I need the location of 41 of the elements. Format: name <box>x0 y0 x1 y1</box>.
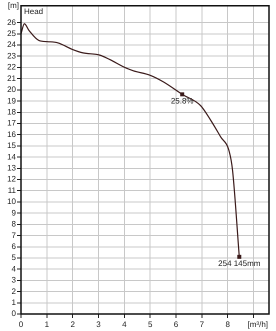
x-tick-label: 1 <box>44 320 50 330</box>
y-tick-label: 2 <box>12 286 17 296</box>
y-tick-label: 3 <box>12 276 17 285</box>
y-tick-label: 13 <box>7 164 17 173</box>
x-tick-label: 8 <box>225 320 230 330</box>
y-tick-label: 10 <box>7 197 17 206</box>
y-tick-label: 22 <box>7 62 17 72</box>
y-tick-label: 16 <box>7 130 17 139</box>
y-tick-label: 19 <box>7 96 17 106</box>
y-tick-label: 26 <box>7 18 17 27</box>
y-tick-label: 9 <box>12 208 17 218</box>
y-tick-label: 6 <box>12 242 17 251</box>
x-tick-label: 7 <box>200 320 205 330</box>
y-tick-label: 4 <box>12 264 17 274</box>
x-tick-label: 3 <box>96 320 102 330</box>
x-tick-label: 2 <box>70 320 76 330</box>
annotation: 254 145mm <box>218 259 261 268</box>
y-tick-label: 17 <box>7 118 17 128</box>
y-tick-label: 0 <box>12 309 17 318</box>
x-tick-label: 5 <box>148 320 153 330</box>
y-tick-label: 7 <box>12 230 17 240</box>
y-tick-label: 11 <box>8 186 17 195</box>
annotation: Head <box>24 7 44 16</box>
y-tick-label: 20 <box>7 85 17 94</box>
x-tick-label: 0 <box>18 320 24 330</box>
y-tick-label: 1 <box>12 298 17 307</box>
y-tick-label: 12 <box>7 174 17 184</box>
y-tick-label: 14 <box>7 152 17 162</box>
y-tick-label: 18 <box>7 107 17 116</box>
y-tick-label: 25 <box>7 29 17 38</box>
y-tick-label: 24 <box>7 40 17 50</box>
x-axis-title: [m³/h] <box>248 320 268 330</box>
y-tick-label: 8 <box>12 220 17 229</box>
y-axis-title: [m] <box>8 1 19 10</box>
annotation: 25.8% <box>170 96 194 106</box>
x-tick-label: 6 <box>174 320 179 330</box>
y-tick-label: 21 <box>7 74 17 83</box>
y-tick-label: 5 <box>12 253 17 262</box>
y-tick-label: 23 <box>7 51 17 60</box>
x-tick-label: 4 <box>122 320 128 330</box>
y-tick-label: 15 <box>7 141 17 150</box>
